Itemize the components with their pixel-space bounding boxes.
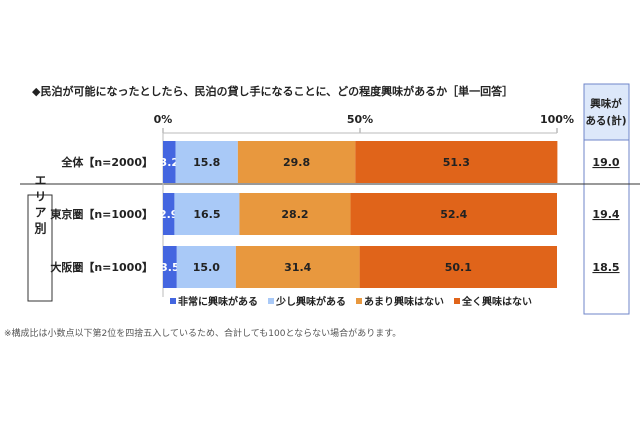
data-label: 2.9 — [159, 208, 179, 221]
bar-segment — [175, 141, 238, 183]
legend-swatch — [268, 298, 274, 304]
data-label: 31.4 — [284, 261, 311, 274]
data-label: 50.1 — [445, 261, 472, 274]
bar-segment — [174, 193, 240, 235]
legend-label: 非常に興味がある — [178, 295, 258, 308]
legend-swatch — [356, 298, 362, 304]
legend-swatch — [454, 298, 460, 304]
data-label: 51.3 — [443, 156, 470, 169]
group-label-box — [27, 194, 53, 302]
category-label: 全体【n=2000】 — [60, 155, 153, 169]
category-label: 大阪圏【n=1000】 — [50, 260, 153, 274]
chart-title: ◆民泊が可能になったとしたら、民泊の貸し手になることに、どの程度興味があるか［単… — [32, 84, 513, 98]
x-tick-label: 0% — [154, 113, 173, 126]
data-label: 16.5 — [193, 208, 220, 221]
bar-segment — [350, 193, 557, 235]
side-column-value: 18.5 — [592, 261, 619, 274]
data-label: 52.4 — [440, 208, 467, 221]
x-tick-label: 100% — [540, 113, 574, 126]
data-label: 15.8 — [193, 156, 220, 169]
data-label: 15.0 — [193, 261, 220, 274]
bar-segment — [239, 193, 351, 235]
legend-swatch — [170, 298, 176, 304]
category-label: 東京圏【n=1000】 — [50, 207, 153, 221]
x-tick-label: 50% — [347, 113, 373, 126]
side-column-header-line2: ある(計) — [585, 114, 626, 127]
bar-segment — [235, 246, 360, 288]
data-label: 28.2 — [281, 208, 308, 221]
bar-segment — [163, 246, 177, 288]
bar-segment — [237, 141, 356, 183]
legend-label: 少し興味がある — [275, 295, 346, 308]
data-label: 29.8 — [283, 156, 310, 169]
data-label: 3.2 — [160, 156, 180, 169]
side-column-value: 19.4 — [592, 208, 619, 221]
bar-segment — [359, 246, 557, 288]
group-label: エリア別 — [33, 174, 47, 238]
legend-label: 全く興味はない — [461, 295, 532, 308]
bar-segment — [163, 193, 175, 235]
side-column-value: 19.0 — [592, 156, 619, 169]
side-column-header-bg — [583, 83, 630, 141]
legend-label: あまり興味はない — [364, 295, 444, 308]
data-label: 3.5 — [160, 261, 180, 274]
side-column-header-line1: 興味が — [590, 97, 622, 110]
bar-segment — [355, 141, 558, 183]
bar-segment — [163, 141, 176, 183]
footnote: ※構成比は小数点以下第2位を四捨五入しているため、合計しても100とならない場合… — [4, 327, 401, 339]
bar-segment — [176, 246, 236, 288]
